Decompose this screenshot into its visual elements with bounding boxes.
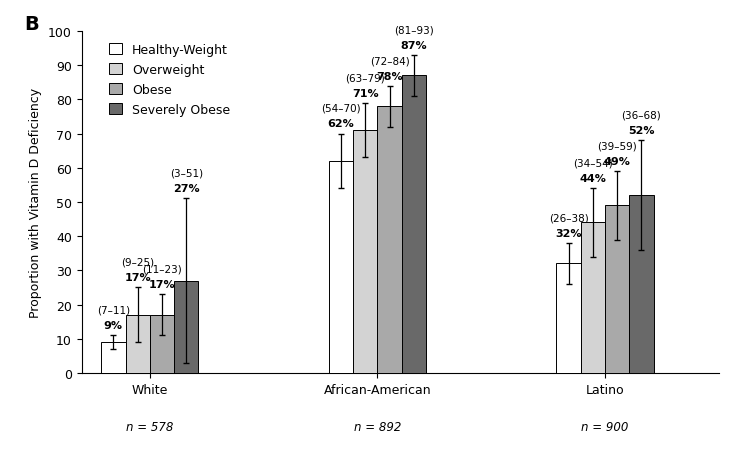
Text: 49%: 49% [604,157,631,167]
Text: (54–70): (54–70) [321,104,361,114]
Text: 71%: 71% [352,88,379,98]
Text: 32%: 32% [555,228,582,238]
Text: n = 892: n = 892 [353,420,401,433]
Bar [353,131,377,373]
Bar [377,107,402,373]
Bar [150,315,174,373]
Bar [605,206,629,373]
Text: 17%: 17% [149,279,175,289]
Text: (26–38): (26–38) [548,213,588,223]
Bar [402,76,426,373]
Text: (11–23): (11–23) [142,264,182,274]
Legend: Healthy-Weight, Overweight, Obese, Severely Obese: Healthy-Weight, Overweight, Obese, Sever… [107,41,233,119]
Text: (36–68): (36–68) [622,111,661,121]
Bar [174,281,199,373]
Bar [125,315,150,373]
Text: 9%: 9% [104,320,123,330]
Bar [102,342,125,373]
Text: 87%: 87% [400,40,427,51]
Text: n = 900: n = 900 [581,420,628,433]
Text: B: B [24,15,39,34]
Text: 52%: 52% [628,126,654,136]
Text: 27%: 27% [173,184,199,194]
Bar [329,162,353,373]
Text: (39–59): (39–59) [597,142,637,151]
Y-axis label: Proportion with Vitamin D Deficiency: Proportion with Vitamin D Deficiency [30,88,42,317]
Text: (34–54): (34–54) [573,158,613,168]
Text: (63–79): (63–79) [345,73,385,83]
Text: 62%: 62% [328,119,354,129]
Text: 78%: 78% [376,71,403,81]
Text: (9–25): (9–25) [121,258,154,267]
Text: (81–93): (81–93) [394,25,433,35]
Text: 44%: 44% [579,174,606,184]
Text: n = 578: n = 578 [126,420,173,433]
Text: 17%: 17% [124,273,151,283]
Bar [581,223,605,373]
Text: (3–51): (3–51) [170,169,203,178]
Bar [629,196,654,373]
Bar [556,264,581,373]
Text: (72–84): (72–84) [370,56,409,66]
Text: (7–11): (7–11) [97,305,130,315]
